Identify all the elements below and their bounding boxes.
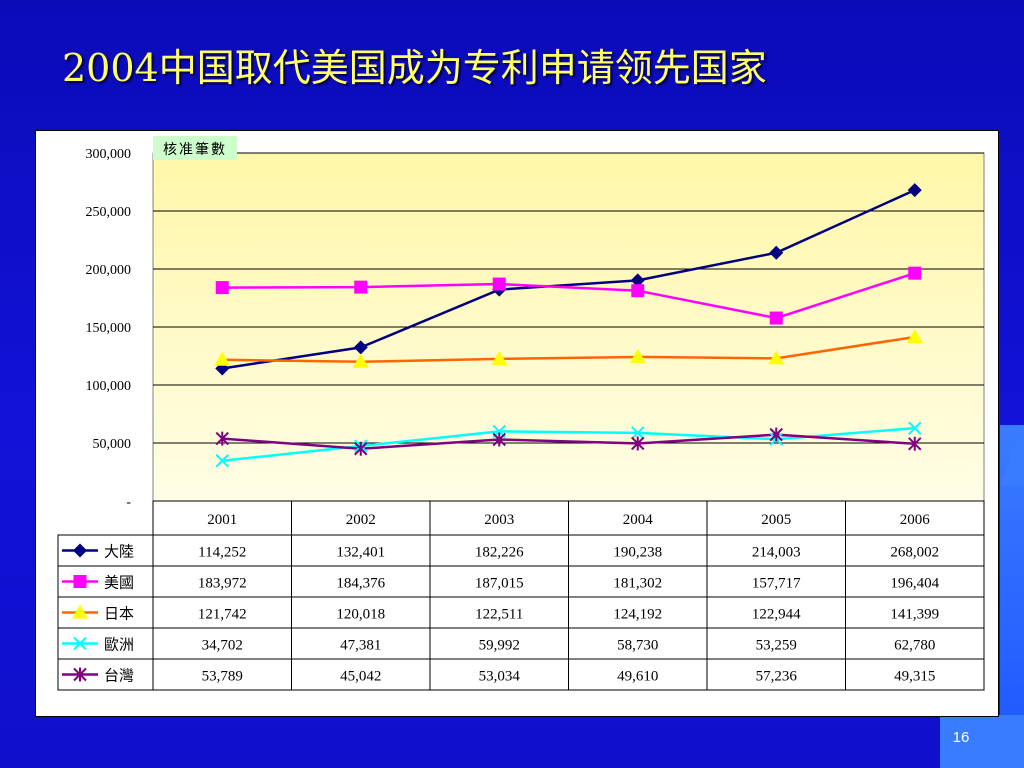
- table-cell-value: 187,015: [475, 576, 524, 592]
- data-point-marker: [353, 340, 368, 355]
- table-cell-value: 120,018: [336, 607, 385, 623]
- table-cell-value: 53,789: [202, 669, 243, 685]
- legend-series-name: 歐洲: [104, 636, 134, 654]
- data-point-marker: [354, 441, 368, 456]
- x-category-label: 2003: [484, 512, 514, 528]
- data-point-marker: [73, 575, 87, 588]
- table-cell-value: 53,034: [479, 669, 521, 685]
- data-point-marker: [768, 350, 785, 365]
- data-point-marker: [215, 281, 229, 295]
- table-cell-value: 47,381: [340, 638, 381, 654]
- line-chart: - 50,000 100,000 150,000 200,000 250,000 300,0…: [57, 136, 985, 691]
- table-cell-value: 132,401: [336, 545, 385, 561]
- data-point-marker: [629, 348, 646, 363]
- data-point-marker: [908, 266, 922, 280]
- data-point-marker: [907, 183, 922, 198]
- note-label: 核准筆數: [163, 142, 227, 158]
- table-cell-value: 58,730: [617, 638, 658, 654]
- table-cell-value: 184,376: [336, 576, 385, 592]
- table-cell-value: 122,944: [752, 607, 801, 623]
- legend-series-name: 美國: [104, 574, 134, 592]
- y-tick-label: 150,000: [86, 321, 132, 336]
- data-point-marker: [214, 351, 231, 366]
- note-label-box: [153, 136, 237, 160]
- y-tick-label: -: [126, 495, 131, 510]
- y-tick-label: 200,000: [86, 263, 132, 278]
- data-point-marker: [769, 311, 783, 325]
- table-cell-value: 183,972: [198, 576, 247, 592]
- page-number: 16: [952, 729, 970, 746]
- table-cell-value: 157,717: [752, 576, 801, 592]
- data-point-marker: [352, 353, 369, 368]
- table-cell-value: 57,236: [756, 669, 798, 685]
- data-point-marker: [491, 350, 508, 365]
- chart-panel: - 50,000 100,000 150,000 200,000 250,000 300,0…: [35, 130, 999, 717]
- table-cell-value: 62,780: [894, 638, 935, 654]
- table-cell-value: 34,702: [202, 638, 243, 654]
- table-cell-value: 53,259: [756, 638, 797, 654]
- table-cell-value: 121,742: [198, 607, 247, 623]
- data-point-marker: [73, 636, 87, 651]
- table-cell-value: 181,302: [613, 576, 662, 592]
- x-category-label: 2001: [207, 512, 237, 528]
- decorative-right-wedge: [1000, 425, 1024, 485]
- data-point-marker: [908, 436, 922, 451]
- decorative-bottom-bar: [940, 715, 1024, 768]
- data-point-marker: [215, 431, 229, 446]
- legend-series-name: 台灣: [104, 667, 134, 685]
- data-point-marker: [630, 273, 645, 288]
- x-category-label: 2005: [761, 512, 791, 528]
- y-tick-label: 100,000: [86, 379, 132, 394]
- data-point-marker: [631, 426, 645, 440]
- legend-series-name: 大陸: [104, 543, 134, 561]
- data-point-marker: [73, 543, 87, 558]
- table-cell-value: 268,002: [890, 545, 939, 561]
- data-point-marker: [73, 667, 87, 682]
- table-cell-value: 141,399: [890, 607, 939, 623]
- data-point-marker: [906, 328, 923, 343]
- table-cell-value: 214,003: [752, 545, 801, 561]
- x-category-label: 2004: [623, 512, 654, 528]
- y-tick-label: 250,000: [86, 205, 132, 220]
- y-tick-label: 300,000: [86, 147, 132, 162]
- data-point-marker: [908, 421, 922, 435]
- table-cell-value: 114,252: [198, 545, 246, 561]
- data-point-marker: [72, 604, 88, 619]
- series-line: [222, 433, 915, 451]
- series-line: [222, 188, 916, 370]
- data-point-marker: [631, 284, 645, 298]
- x-category-label: 2006: [900, 512, 931, 528]
- data-point-marker: [769, 427, 783, 442]
- y-tick-label: 50,000: [93, 437, 132, 452]
- series-line: [222, 335, 915, 364]
- table-cell-value: 49,610: [617, 669, 658, 685]
- data-point-marker: [631, 436, 645, 451]
- x-category-label: 2002: [346, 512, 376, 528]
- data-point-marker: [492, 432, 506, 447]
- table-cell-value: 124,192: [613, 607, 662, 623]
- table-cell-value: 182,226: [475, 545, 524, 561]
- table-cell-value: 122,511: [475, 607, 523, 623]
- table-cell-value: 190,238: [613, 545, 662, 561]
- data-point-marker: [769, 245, 784, 260]
- table-cell-value: 196,404: [890, 576, 939, 592]
- table-cell-value: 59,992: [479, 638, 520, 654]
- data-point-marker: [492, 277, 506, 291]
- data-point-marker: [215, 454, 229, 468]
- series-line: [222, 271, 916, 320]
- table-cell-value: 49,315: [894, 669, 935, 685]
- data-point-marker: [354, 280, 368, 294]
- slide-title: 2004中国取代美国成为专利申请领先国家: [62, 46, 767, 90]
- table-cell-value: 45,042: [340, 669, 381, 685]
- legend-series-name: 日本: [104, 605, 134, 623]
- table-body: [57, 534, 985, 691]
